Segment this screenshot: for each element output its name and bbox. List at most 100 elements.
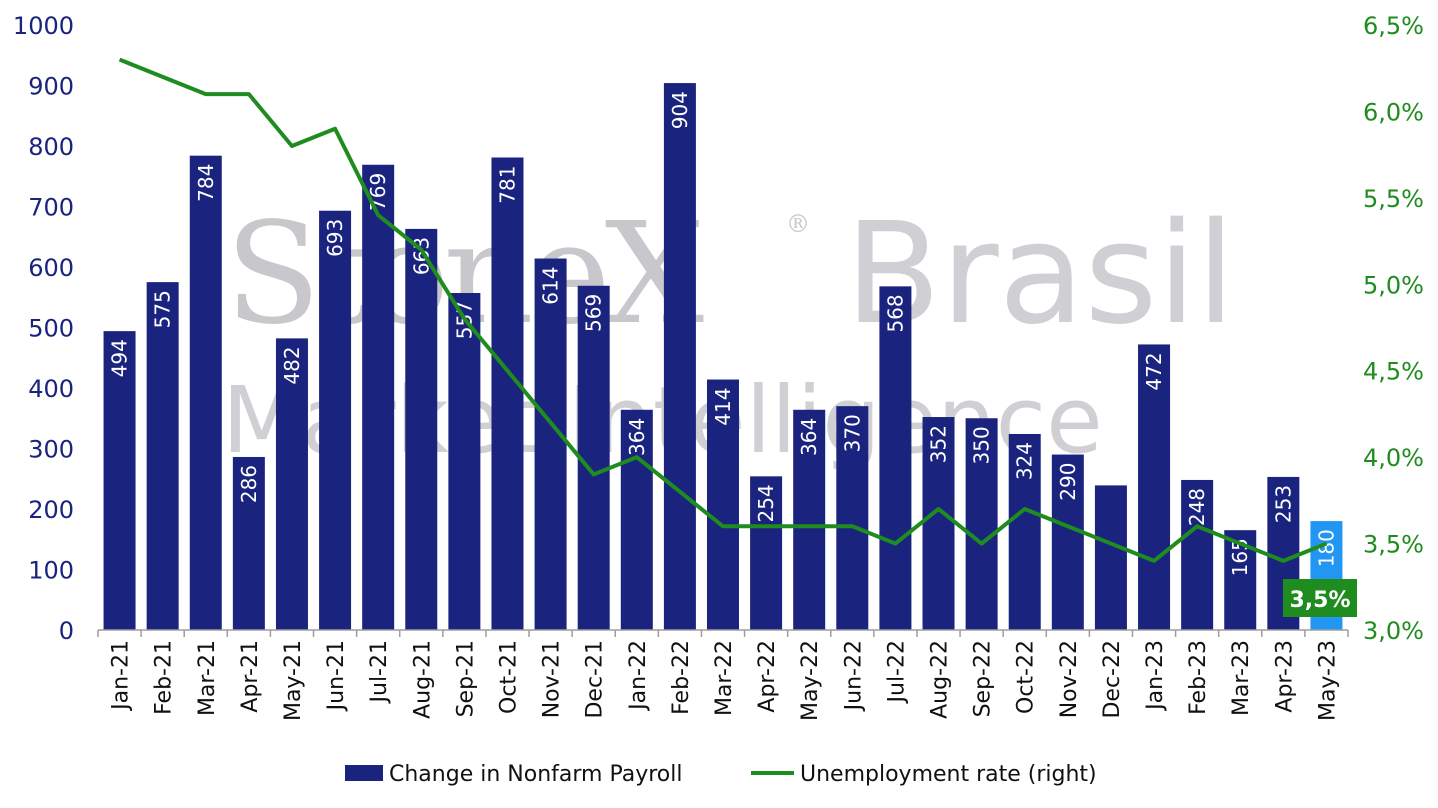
x-tick-label: Mar-23	[1229, 640, 1254, 716]
x-tick-label: Nov-22	[1057, 640, 1082, 718]
bar-value-label: 769	[366, 173, 390, 211]
bar-value-label: 352	[927, 425, 951, 463]
x-tick-label: Jan-23	[1143, 640, 1168, 712]
bar	[146, 282, 179, 630]
bar	[1094, 485, 1127, 630]
bar	[103, 331, 136, 630]
bar-value-label: 370	[840, 414, 864, 452]
x-tick-label: Jul-21	[367, 640, 392, 704]
x-tick-label: May-21	[281, 640, 306, 721]
x-tick-label: Feb-21	[152, 640, 177, 715]
x-tick-label: Mar-22	[712, 640, 737, 716]
bar	[620, 409, 653, 630]
right-tick-label: 6,0%	[1363, 98, 1424, 126]
bar-value-label: 248	[1185, 488, 1209, 526]
x-tick-label: Jul-22	[884, 640, 909, 704]
right-tick-label: 6,5%	[1363, 12, 1424, 40]
left-tick-label: 0	[59, 617, 74, 645]
left-axis: 0 100 200 300 400 500 600 700 800 900 1000	[13, 12, 74, 645]
x-tick-label: Apr-22	[755, 640, 780, 713]
bar-value-label: 568	[883, 294, 907, 332]
bar-value-label: 350	[970, 426, 994, 464]
x-tick-label: Mar-21	[195, 640, 220, 716]
last-value-callout: 3,5%	[1283, 579, 1357, 617]
x-axis-labels: Jan-21 Feb-21 Mar-21 Apr-21 May-21 Jun-21 Jul-…	[109, 640, 1341, 721]
x-tick-label: Jan-22	[626, 640, 651, 712]
bar-value-label: 324	[1013, 442, 1037, 480]
callout-box	[1283, 579, 1357, 617]
right-tick-label: 3,5%	[1363, 531, 1424, 559]
bar-value-label: 414	[711, 388, 735, 426]
bar	[1051, 454, 1084, 630]
bar	[534, 258, 567, 630]
legend-label-line: Unemployment rate (right)	[800, 762, 1097, 787]
x-tick-label: Jan-21	[109, 640, 134, 712]
bar	[965, 418, 998, 630]
x-tick-label: Oct-22	[1014, 640, 1039, 714]
bar	[491, 157, 524, 630]
left-tick-label: 1000	[13, 12, 74, 40]
x-tick-label: Dec-22	[1100, 640, 1125, 719]
bar	[879, 286, 912, 630]
right-tick-label: 3,0%	[1363, 617, 1424, 645]
left-tick-label: 400	[28, 375, 74, 403]
x-tick-label: Sep-22	[971, 640, 996, 717]
bar	[707, 379, 739, 630]
bar-value-label: 569	[582, 294, 606, 332]
right-tick-label: 4,5%	[1363, 358, 1424, 386]
bar-value-label: 614	[539, 267, 563, 305]
bar-series	[103, 83, 1343, 631]
bar	[1008, 433, 1041, 630]
left-tick-label: 600	[28, 254, 74, 282]
x-tick-label: Jun-22	[841, 640, 866, 712]
x-tick-label: Aug-22	[928, 640, 953, 719]
bar	[663, 83, 696, 630]
bar-value-label: 364	[625, 418, 649, 456]
bar-value-label: 472	[1142, 352, 1166, 390]
right-tick-label: 4,0%	[1363, 444, 1424, 472]
legend-label-bar: Change in Nonfarm Payroll	[389, 762, 682, 787]
left-tick-label: 200	[28, 496, 74, 524]
callout-label: 3,5%	[1289, 588, 1350, 613]
bar-value-label: 254	[754, 484, 778, 522]
bar	[750, 476, 783, 630]
watermark-registered: ®	[786, 210, 810, 238]
left-tick-label: 700	[28, 194, 74, 222]
line-series	[118, 57, 1328, 563]
legend: Change in Nonfarm Payroll Unemployment r…	[345, 762, 1097, 787]
x-tick-label: Sep-21	[453, 640, 478, 717]
bar-value-label: 482	[280, 346, 304, 384]
left-tick-label: 800	[28, 133, 74, 161]
bar	[405, 228, 438, 630]
bar	[232, 456, 265, 630]
x-tick-label: Jun-21	[324, 640, 349, 712]
bar-value-label: 494	[108, 339, 132, 377]
bar-value-label: 575	[151, 290, 175, 328]
bar-value-label: 286	[237, 465, 261, 503]
left-tick-label: 100	[28, 557, 74, 585]
bar	[1181, 479, 1214, 630]
left-tick-label: 500	[28, 315, 74, 343]
x-tick-label: May-22	[798, 640, 823, 721]
bar	[189, 155, 222, 630]
bar	[319, 210, 352, 631]
unemployment-line	[118, 57, 1328, 563]
right-axis: 3,0% 3,5% 4,0% 4,5% 5,0% 5,5% 6,0% 6,5%	[1363, 12, 1424, 645]
bar-value-label: 364	[797, 418, 821, 456]
bar-value-label: 784	[194, 164, 218, 202]
x-tick-label: Feb-23	[1186, 640, 1211, 715]
bar-value-label: 904	[668, 91, 692, 129]
bar-value-label: 290	[1056, 463, 1080, 501]
legend-swatch-bar	[345, 765, 383, 781]
x-tick-label: May-23	[1315, 640, 1340, 721]
x-tick-label: Feb-22	[669, 640, 694, 715]
x-tick-label: Oct-21	[496, 640, 521, 714]
bar-value-label: 253	[1271, 485, 1295, 523]
x-tick-label: Apr-21	[238, 640, 263, 713]
bar	[362, 164, 395, 630]
left-tick-label: 300	[28, 436, 74, 464]
left-tick-label: 900	[28, 73, 74, 101]
bar-value-label: 781	[495, 165, 519, 203]
bar	[836, 406, 869, 630]
